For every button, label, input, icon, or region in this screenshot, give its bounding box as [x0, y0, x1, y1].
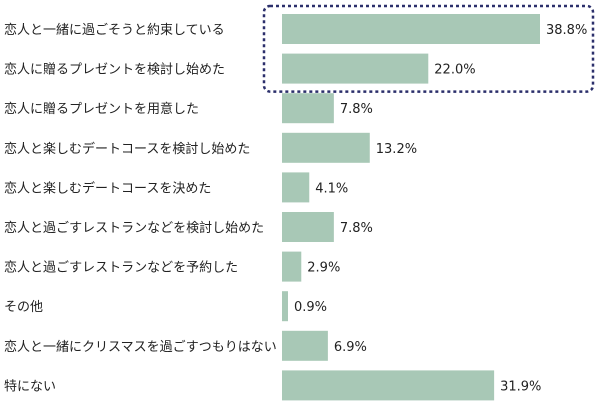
category-label-9: 特にない	[4, 379, 56, 394]
bar-2	[282, 93, 334, 124]
category-label-1: 恋人に贈るプレゼントを検討し始めた	[4, 62, 225, 78]
bar-1	[282, 53, 429, 84]
category-label-2: 恋人に贈るプレゼントを用意した	[4, 101, 199, 117]
bar-4	[282, 172, 310, 203]
bar-3	[282, 132, 370, 163]
category-label-0: 恋人と一緒に過ごそうと約束している	[4, 22, 225, 38]
category-label-3: 恋人と楽しむデートコースを検討し始めた	[4, 141, 250, 157]
value-label-8: 6.9%	[334, 340, 367, 355]
bar-0	[282, 14, 540, 44]
category-label-8: 恋人と一緒にクリスマスを過ごすつもりはない	[4, 339, 277, 355]
value-label-2: 7.8%	[340, 102, 373, 117]
value-label-1: 22.0%	[434, 63, 475, 78]
highlight-box	[262, 4, 595, 93]
category-label-5: 恋人と過ごすレストランなどを検討し始めた	[4, 220, 264, 236]
value-label-6: 2.9%	[307, 261, 340, 276]
value-label-7: 0.9%	[294, 300, 327, 315]
category-label-6: 恋人と過ごすレストランなどを予約した	[4, 260, 238, 276]
bar-5	[282, 212, 334, 242]
value-label-9: 31.9%	[500, 379, 541, 394]
bar-8	[282, 330, 328, 361]
bar-9	[282, 370, 495, 401]
category-label-4: 恋人と楽しむデートコースを決めた	[4, 180, 211, 196]
category-label-7: その他	[4, 300, 43, 315]
value-label-5: 7.8%	[340, 221, 373, 236]
bar-7	[282, 291, 288, 322]
value-label-0: 38.8%	[546, 23, 587, 38]
bar-6	[282, 251, 302, 282]
value-label-3: 13.2%	[376, 142, 417, 157]
value-label-4: 4.1%	[315, 181, 348, 196]
